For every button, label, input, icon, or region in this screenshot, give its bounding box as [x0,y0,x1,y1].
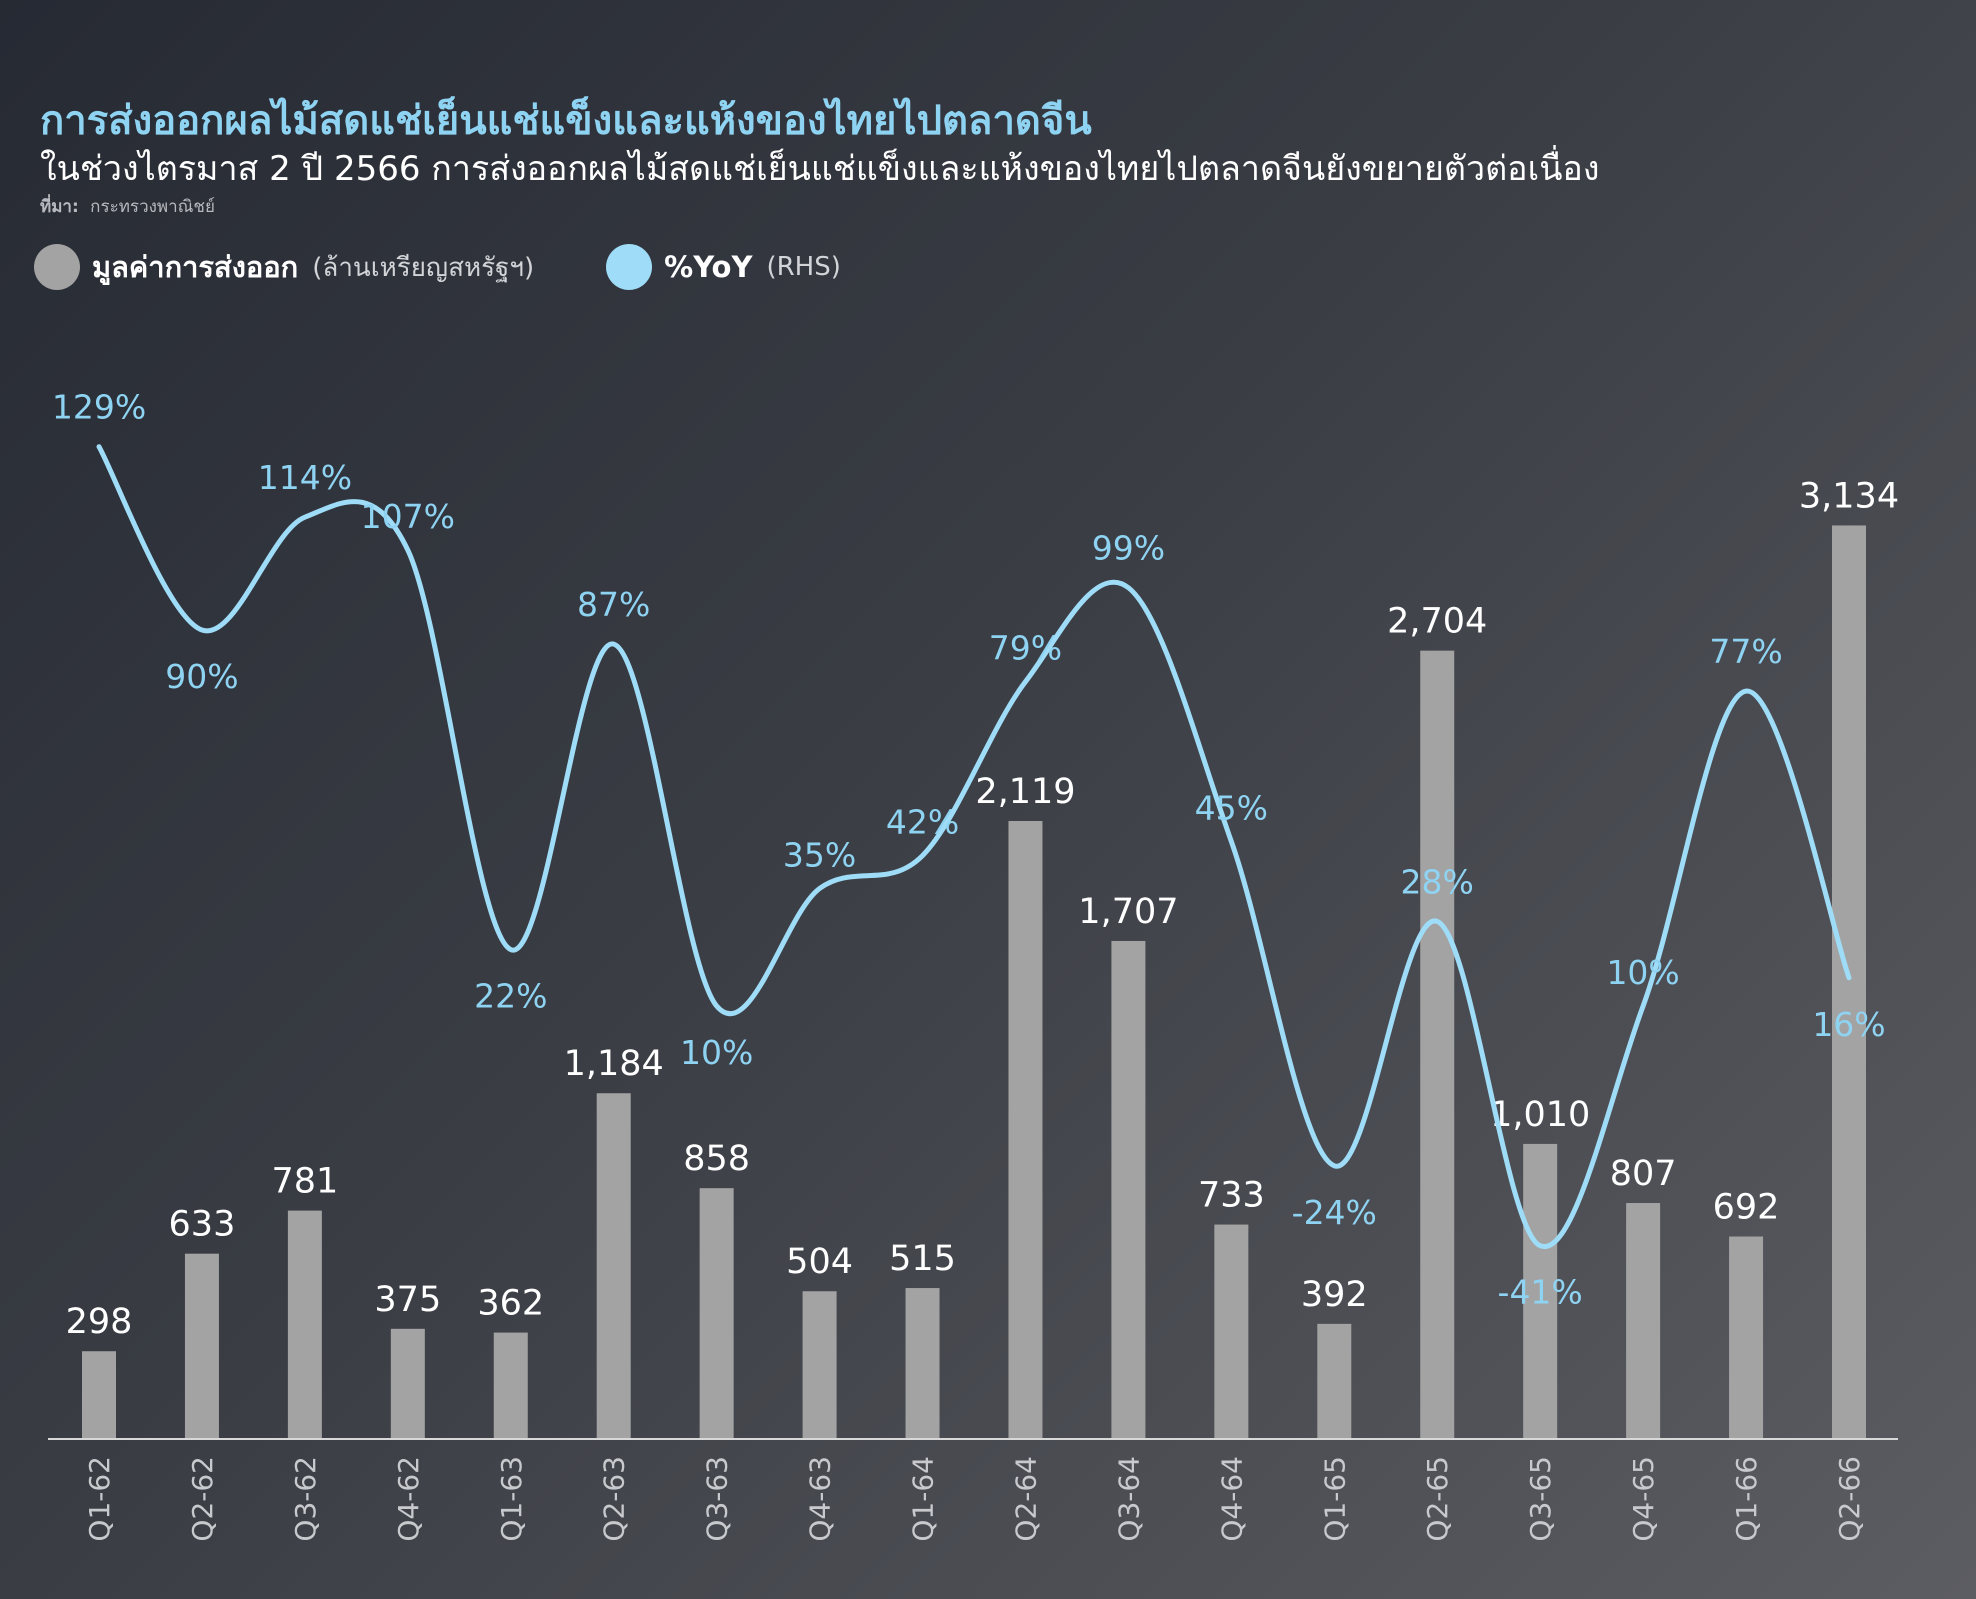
yoy-value-label: 77% [1709,632,1782,671]
yoy-value-label: 79% [989,629,1062,668]
yoy-value-label: 10% [1606,953,1679,992]
yoy-value-label: 90% [165,657,238,696]
x-tick-label: Q1-64 [907,1456,940,1542]
bar-data-labels: 298 633 781 375 362 1,184 858 504 515 2,119 1,707 7… [66,476,1900,1342]
x-tick-label: Q4-65 [1627,1456,1660,1542]
x-tick-label: Q4-64 [1215,1456,1248,1542]
x-tick-label: Q1-66 [1730,1456,1763,1542]
yoy-line [96,444,1852,1249]
bar-value-label: 375 [374,1280,441,1320]
yoy-value-label: 16% [1812,1005,1885,1044]
yoy-value-label: 22% [474,977,547,1016]
legend-swatch-export-value [34,244,80,290]
x-tick-label: Q3-63 [701,1456,734,1542]
legend-label-yoy: %YoY [664,250,753,284]
bar [802,1291,837,1438]
bar [596,1093,631,1438]
bar [82,1351,116,1438]
bar-value-label: 1,010 [1490,1095,1590,1135]
bar-value-label: 3,134 [1799,476,1899,516]
bar [1832,525,1866,1438]
yoy-value-label: -24% [1292,1193,1377,1232]
bar [493,1332,528,1438]
bar-value-label: 858 [683,1139,750,1179]
bar-value-label: 2,119 [975,772,1075,812]
bar-value-label: 733 [1198,1176,1265,1216]
bar [1317,1323,1352,1438]
bar [184,1253,219,1438]
bar-value-label: 807 [1610,1154,1677,1194]
yoy-value-label: -41% [1498,1273,1583,1312]
bar [1420,650,1455,1438]
bar-value-label: 781 [271,1162,338,1202]
yoy-value-label: 99% [1092,529,1165,568]
bar-value-label: 392 [1301,1275,1368,1315]
chart-subtitle: ในช่วงไตรมาส 2 ปี 2566 การส่งออกผลไม้สดแ… [40,149,1600,189]
yoy-value-label: 114% [258,458,352,497]
bar [1626,1203,1661,1438]
x-tick-label: Q2-64 [1009,1456,1042,1542]
x-axis: Q1-62 Q2-62 Q3-62 Q4-62 Q1-63 Q2-63 Q3-63 Q4-63… [48,1438,1898,1542]
x-tick-label: Q3-64 [1112,1456,1145,1542]
yoy-value-label: 28% [1401,862,1474,901]
bar [1523,1143,1558,1438]
legend-unit-export-value: (ล้านเหรียญสหรัฐฯ) [312,252,535,283]
x-tick-label: Q1-65 [1318,1456,1351,1542]
source-key: ที่มา: [40,197,79,217]
x-tick-label: Q4-62 [392,1456,425,1542]
x-tick-label: Q4-63 [804,1456,837,1542]
bar [287,1210,322,1438]
yoy-value-label: 45% [1195,789,1268,828]
yoy-value-label: 107% [361,497,455,536]
legend-label-export-value: มูลค่าการส่งออก [92,250,299,284]
yoy-value-label: 10% [680,1033,753,1072]
yoy-line-series [96,444,1852,1249]
bar-series [82,525,1866,1438]
bar [905,1288,940,1438]
yoy-value-label: 42% [886,803,959,842]
bar [390,1328,425,1438]
bar [1008,820,1043,1438]
bar-value-label: 362 [477,1284,544,1324]
x-tick-label: Q3-62 [289,1456,322,1542]
chart-legend: มูลค่าการส่งออก (ล้านเหรียญสหรัฐฯ) %YoY … [34,244,913,290]
bar-value-label: 2,704 [1387,602,1487,642]
x-tick-label: Q2-62 [186,1456,219,1542]
legend-item-export-value: มูลค่าการส่งออก (ล้านเหรียญสหรัฐฯ) [34,244,534,290]
yoy-value-label: 129% [52,388,146,427]
source-note: ที่มา: กระทรวงพาณิชย์ [40,195,1940,219]
x-tick-label: Q2-63 [598,1456,631,1542]
yoy-data-labels: 129% 90% 114%107% 22% 87% 10% 35% 42% 79% 99% 45% -… [52,388,1886,1312]
source-value: กระทรวงพาณิชย์ [90,197,215,217]
legend-item-yoy: %YoY (RHS) [606,244,841,290]
bar-value-label: 504 [786,1242,853,1282]
bar-value-label: 298 [66,1302,133,1342]
x-tick-label: Q1-63 [495,1456,528,1542]
bar-value-label: 1,184 [564,1044,664,1084]
bar [699,1188,734,1438]
x-tick-label: Q3-65 [1524,1456,1557,1542]
bar-value-label: 633 [169,1205,236,1245]
bar [1111,940,1146,1438]
x-tick-label: Q2-65 [1421,1456,1454,1542]
yoy-value-label: 87% [577,585,650,624]
yoy-value-label: 35% [783,836,856,875]
bar [1214,1224,1249,1438]
legend-unit-yoy: (RHS) [766,252,841,282]
legend-swatch-yoy [606,244,653,290]
x-tick-label: Q1-62 [83,1456,116,1542]
bar-value-label: 1,707 [1078,892,1178,932]
chart-header: การส่งออกผลไม้สดแช่เย็นแช่แข็งและแห้งของ… [40,95,1940,219]
bar-value-label: 515 [889,1239,956,1279]
bar [1729,1236,1764,1438]
x-tick-label: Q2-66 [1833,1456,1866,1542]
bar-value-label: 692 [1713,1188,1780,1228]
chart-title: การส่งออกผลไม้สดแช่เย็นแช่แข็งและแห้งของ… [40,98,1092,144]
